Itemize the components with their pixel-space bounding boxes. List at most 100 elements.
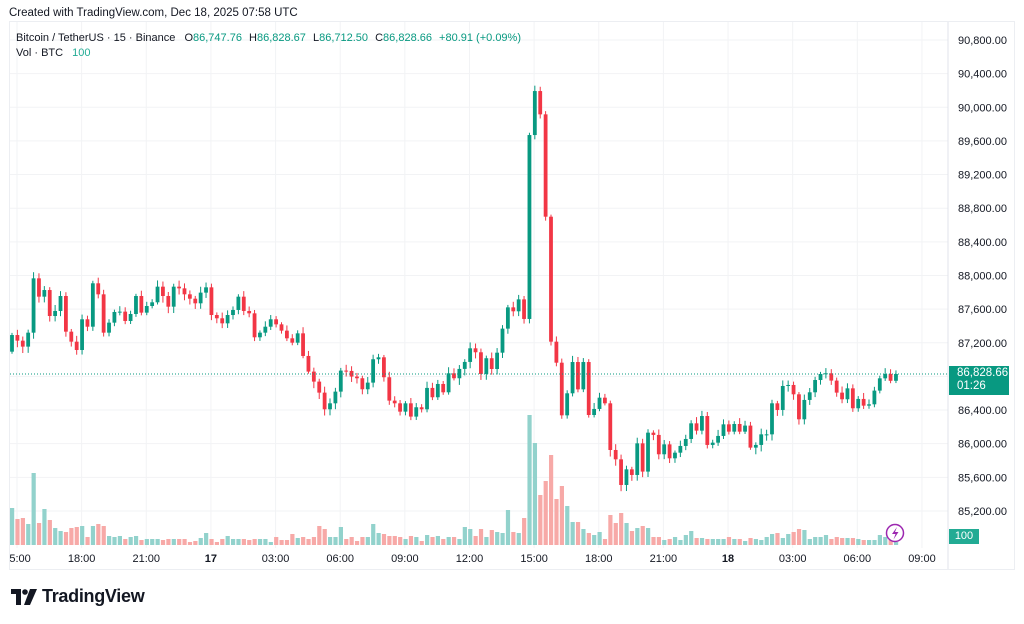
candle-body [225,315,230,324]
volume-bars [10,415,899,545]
candle [333,387,338,410]
candle-body [290,338,295,343]
candle [322,386,327,416]
candle-body [322,392,327,410]
volume-bar [144,539,149,545]
volume-bar [31,473,36,545]
volume-bar [867,540,872,545]
candle [117,306,122,316]
candle [430,382,435,401]
volume-bar [26,524,31,545]
candle-body [597,397,602,409]
candle [823,368,828,379]
price-tick-label: 87,600.00 [958,304,1007,316]
candle [306,350,311,374]
candle [139,290,144,316]
volume-bar [893,542,899,545]
candle [786,380,791,392]
candle-body [204,287,208,293]
candle [112,309,117,327]
candle-body [139,296,144,313]
candle-body [403,403,408,412]
volume-bar [500,533,505,545]
low-value: 86,712.50 [319,32,369,44]
price-tick-label: 89,200.00 [958,170,1007,182]
candle [80,314,84,355]
candle [489,352,494,375]
candle-body [37,278,41,297]
candle-body [457,368,462,379]
lightning-icon[interactable] [885,523,905,543]
volume-bar [328,537,333,545]
candle-body [867,404,871,406]
volume-bar [128,537,133,545]
volume-bar [451,537,457,545]
candle [877,375,882,394]
candle-body [592,408,597,416]
volume-bar [90,526,96,545]
grid-lines [10,22,948,548]
candle-body [646,432,650,472]
candle [107,319,111,337]
candle [716,429,720,446]
candle [613,444,618,466]
change-value: +80.91 (+0.09%) [439,32,521,44]
volume-bar [177,539,182,545]
candle [872,386,877,408]
candle [419,404,424,413]
volume-bar [581,529,586,545]
candle [726,420,731,435]
candle-body [301,333,305,356]
candle [290,334,295,346]
volume-bar [522,518,527,545]
candle-body [543,114,548,217]
volume-bar [726,537,732,545]
candle [473,343,478,359]
volume-bar [710,539,715,545]
candle [457,365,462,385]
candle-body [694,423,699,431]
candle-body [333,391,338,404]
volume-bar [759,540,764,545]
candle [328,398,332,416]
candle [344,364,349,377]
candle [252,309,257,342]
candle-body [468,348,473,362]
candle [629,466,634,481]
candle-body [586,362,591,416]
volume-bar [667,539,672,545]
candle-body [721,424,726,436]
price-tick-label: 88,800.00 [958,203,1007,215]
volume-bar [543,481,548,545]
candle-body [161,286,165,297]
volume-bar [602,539,608,545]
candle-body [527,135,532,319]
candle [220,312,225,329]
candle-body [673,452,677,459]
candle-body [144,306,149,313]
candle-body [365,382,370,390]
chart-panel[interactable] [9,21,1015,570]
symbol-legend[interactable]: Bitcoin / TetherUS · 15 · Binance O86,74… [16,32,525,44]
candle [284,325,289,342]
volume-bar [737,539,742,545]
candle [187,290,192,305]
volume-bar [549,455,554,545]
volume-bar [230,539,236,545]
volume-bar [732,539,737,545]
candle-body [274,319,279,325]
candle [403,401,408,416]
candle [15,329,20,348]
candle [559,358,564,419]
candle-body [392,400,397,404]
candle [468,342,473,369]
tradingview-logo[interactable]: TradingView [11,586,145,607]
price-tick-label: 88,000.00 [958,270,1007,282]
volume-legend[interactable]: Vol · BTC 100 [16,47,95,59]
candle-body [90,283,95,327]
volume-bar [592,535,597,545]
volume-bar [689,531,694,545]
candle [640,438,645,478]
candle-body [818,373,823,381]
